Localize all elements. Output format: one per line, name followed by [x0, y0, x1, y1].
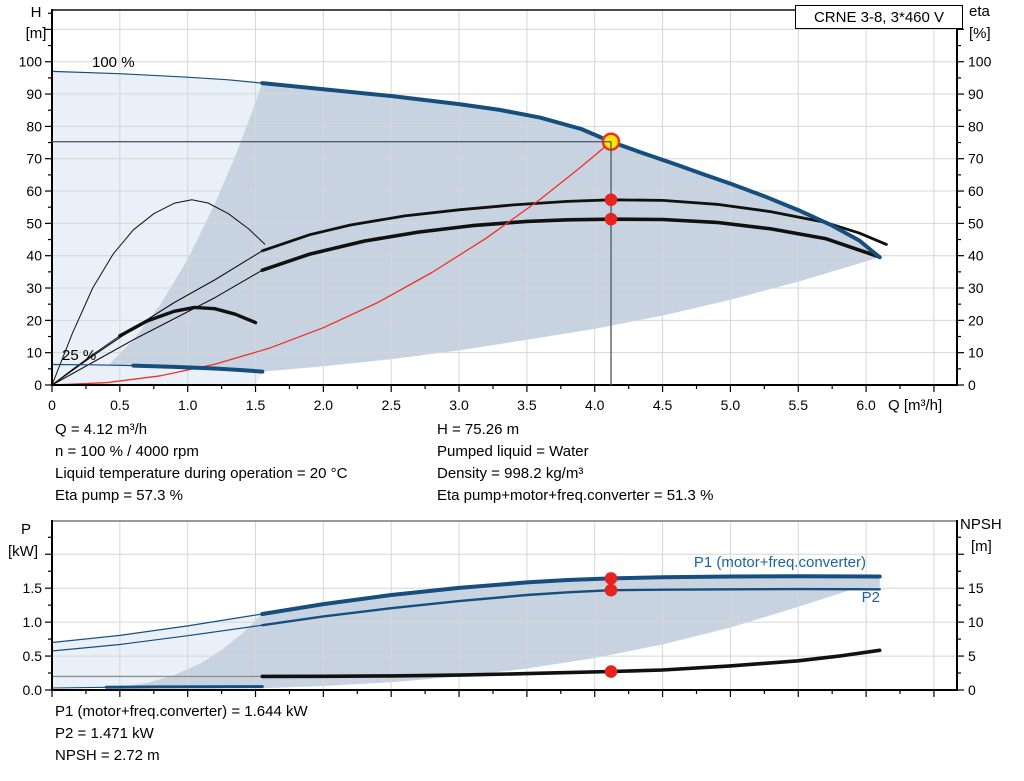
result-p2: P2 = 1.471 kW [55, 725, 154, 742]
qh-right-tick-label: 40 [968, 248, 984, 264]
qh-x-tick-label: 2.5 [381, 397, 401, 413]
p_25-curve-thick [104, 685, 264, 689]
duty-dot-eta-total [604, 212, 618, 226]
result-speed: n = 100 % / 4000 rpm [55, 443, 199, 460]
envelope-dark [109, 83, 880, 372]
qh-right-tick-label: 70 [968, 151, 984, 167]
qh-x-tick-label: 3.5 [517, 397, 537, 413]
qh-chart: 0 10 20 30 40 50 60 70 80 90 100 0 10 20 30 40 50 60 70 80 9… [19, 9, 992, 413]
qh-left-tick-label: 40 [26, 248, 42, 264]
speed-100-label: 100 % [92, 54, 135, 71]
result-p1: P1 (motor+freq.converter) = 1.644 kW [55, 703, 308, 720]
qh-x-tick-label: 0.5 [110, 397, 130, 413]
qh-left-tick-label: 80 [26, 118, 42, 134]
duty-dot-eta-pump [604, 193, 618, 207]
eta_total_100-curve-thick [260, 217, 882, 272]
qh-right-tick-label: 90 [968, 86, 984, 102]
p2-curve-label: P2 [861, 589, 880, 606]
power-axis-title: P [20, 521, 31, 538]
power-right-tick-label: 15 [968, 580, 984, 596]
qh-right-tick-label: 30 [968, 280, 984, 296]
qh-right-tick-label: 80 [968, 118, 984, 134]
npsh-axis-title: NPSH [960, 516, 1002, 533]
power-right-tick-label: 10 [968, 614, 984, 630]
result-eta-pump: Eta pump = 57.3 % [55, 487, 183, 504]
power-axis-unit: [kW] [8, 543, 38, 560]
qh-x-tick-label: 1.5 [246, 397, 266, 413]
result-flow: Q = 4.12 m³/h [55, 421, 148, 438]
eta_total_25-curve-thick [118, 305, 258, 338]
qh-right-tick-label: 20 [968, 312, 984, 328]
npsh-axis-unit: [m] [971, 538, 992, 555]
qh-right-tick-label: 60 [968, 183, 984, 199]
qh-x-tick-label: 1.0 [178, 397, 198, 413]
duty-dot-p2 [604, 583, 618, 597]
head-axis-title: H [30, 4, 42, 21]
control_curve-curve [51, 141, 612, 386]
qh-left-tick-label: 100 [19, 54, 43, 70]
head-axis-unit: [m] [25, 25, 47, 42]
qh-x-tick-label: 5.0 [721, 397, 741, 413]
qh-right-tick-label: 0 [968, 377, 976, 393]
qh-x-tick-label: 4.0 [585, 397, 605, 413]
qh-left-tick-label: 90 [26, 86, 42, 102]
result-density: Density = 998.2 kg/m³ [437, 465, 584, 482]
result-liquid: Pumped liquid = Water [437, 443, 589, 460]
duty-dot-p1 [604, 572, 618, 585]
power-envelope-dark [106, 576, 880, 689]
qh-x-tick-label: 0 [48, 397, 56, 413]
power-chart: 0.0 0.5 1.0 1.5 0 5 10 15 [23, 520, 984, 698]
p1-curve-label: P1 (motor+freq.converter) [693, 554, 866, 571]
eta_pump_25-curve [51, 199, 266, 386]
qh_100-curve-thick [260, 81, 882, 260]
eta-axis-unit: [%] [969, 25, 991, 42]
qh_25-curve-thick [131, 363, 265, 374]
flow-axis-title: Q [m³/h] [888, 397, 943, 414]
qh-left-tick-label: 30 [26, 280, 42, 296]
qh-left-tick-label: 0 [34, 377, 42, 393]
qh-left-tick-label: 10 [26, 345, 42, 361]
result-eta-total: Eta pump+motor+freq.converter = 51.3 % [437, 487, 714, 504]
result-temperature: Liquid temperature during operation = 20… [55, 465, 348, 482]
speed-25-label: 25 % [62, 347, 97, 364]
npsh-curve-thick [260, 648, 882, 679]
eta-axis-title: eta [969, 3, 990, 20]
qh-left-tick-label: 50 [26, 215, 42, 231]
p1-curve-thick [260, 574, 882, 616]
qh-x-tick-label: 3.0 [449, 397, 469, 413]
duty-dot-npsh [604, 665, 618, 678]
qh-x-tick-label: 2.0 [314, 397, 334, 413]
qh-left-tick-label: 60 [26, 183, 42, 199]
power-left-tick-label: 0.0 [23, 682, 43, 698]
power-left-tick-label: 0.5 [23, 648, 43, 664]
qh-x-tick-label: 4.5 [653, 397, 673, 413]
qh-x-tick-label: 5.5 [789, 397, 809, 413]
p2-curve-thick [261, 587, 881, 627]
qh-right-tick-label: 10 [968, 345, 984, 361]
power-left-tick-label: 1.0 [23, 614, 43, 630]
qh-right-tick-label: 100 [968, 54, 992, 70]
pump-model-label: CRNE 3-8, 3*460 V [813, 8, 945, 26]
power-left-tick-label: 1.5 [23, 580, 43, 596]
qh-left-tick-label: 70 [26, 151, 42, 167]
result-npsh: NPSH = 2.72 m [55, 747, 160, 764]
qh-x-tick-label: 6.0 [856, 397, 876, 413]
power-right-tick-label: 5 [968, 648, 976, 664]
qh-left-tick-label: 20 [26, 312, 42, 328]
result-head: H = 75.26 m [437, 421, 520, 438]
power-right-tick-label: 0 [968, 682, 976, 698]
eta_pump_100-curve-thick [260, 198, 888, 253]
qh-right-tick-label: 50 [968, 215, 984, 231]
pump-model-badge: CRNE 3-8, 3*460 V [795, 5, 963, 29]
